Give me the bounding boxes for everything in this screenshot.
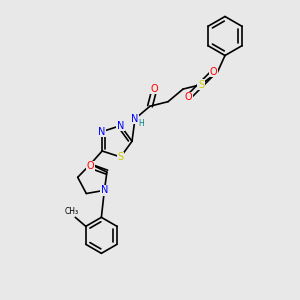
- Text: O: O: [210, 67, 218, 77]
- Text: H: H: [139, 119, 145, 128]
- Text: O: O: [87, 161, 94, 171]
- Text: CH₃: CH₃: [64, 207, 79, 216]
- Text: O: O: [151, 84, 158, 94]
- Text: N: N: [98, 127, 106, 136]
- Text: N: N: [131, 114, 139, 124]
- Text: O: O: [184, 92, 192, 102]
- Text: S: S: [198, 80, 204, 90]
- Text: N: N: [101, 185, 108, 195]
- Text: S: S: [118, 152, 124, 162]
- Text: N: N: [117, 121, 124, 130]
